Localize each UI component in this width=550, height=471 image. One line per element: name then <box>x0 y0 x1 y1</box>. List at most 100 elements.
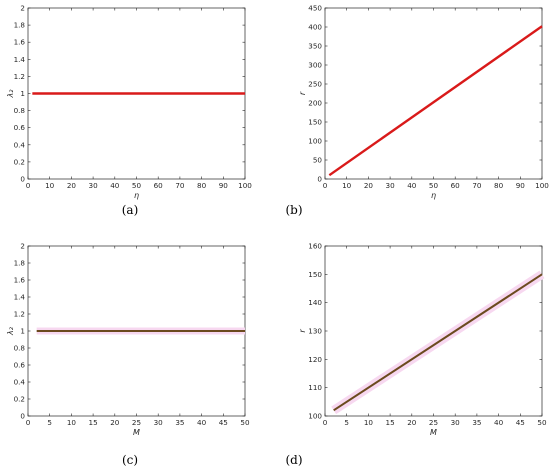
plot-frame-b <box>324 7 543 180</box>
x-tick-label: 80 <box>197 181 207 190</box>
x-tick-label: 20 <box>110 418 120 427</box>
y-tick-label: 1.8 <box>14 21 26 30</box>
x-tick-label: 50 <box>132 181 142 190</box>
x-tick-label: 0 <box>26 418 31 427</box>
x-tick-label: 45 <box>516 418 525 427</box>
y-tick-label: 0 <box>20 412 25 421</box>
x-axis-label: M <box>430 428 437 437</box>
y-axis-label: λ₂ <box>6 89 15 99</box>
y-tick-label: 250 <box>308 80 322 89</box>
chart-panel-a: 0 10 20 30 40 50 60 70 80 90 100 0 0.2 0.4 0.6 0.8 1 1.2 1… <box>6 4 252 218</box>
x-tick-label: 35 <box>175 418 184 427</box>
y-tick-label: 110 <box>308 383 322 392</box>
y-tick-label: 0.6 <box>14 361 26 370</box>
y-tick-label: 0.4 <box>14 140 26 149</box>
y-tick-label: 0.2 <box>14 157 25 166</box>
y-tick-label: 1.4 <box>14 293 26 302</box>
y-tick-label: 2 <box>20 242 25 251</box>
chart-panel-c: 0 5 10 15 20 25 30 35 40 45 50 0 0.2 0.4 0.6 0.8 1 1.2 1.4… <box>6 242 250 468</box>
y-tick-label: 0.8 <box>14 106 26 115</box>
x-tick-label: 30 <box>89 181 99 190</box>
y-tick-label: 1.2 <box>14 310 25 319</box>
panel-caption-a: (a) <box>122 203 139 217</box>
x-tick-label: 50 <box>429 181 439 190</box>
x-tick-label: 10 <box>364 418 374 427</box>
x-axis-label: M <box>133 428 140 437</box>
x-tick-label: 40 <box>110 181 120 190</box>
x-tick-label: 90 <box>516 181 526 190</box>
panel-caption-b: (b) <box>285 203 302 217</box>
y-tick-label: 0.8 <box>14 344 26 353</box>
y-tick-label: 100 <box>308 412 322 421</box>
x-tick-label: 50 <box>537 418 547 427</box>
x-tick-label: 90 <box>219 181 229 190</box>
x-tick-label: 10 <box>45 181 55 190</box>
x-tick-label: 50 <box>240 418 250 427</box>
x-axis-label: η <box>431 191 436 200</box>
x-tick-label: 40 <box>197 418 207 427</box>
x-tick-label: 0 <box>323 418 328 427</box>
y-tick-label: 1.8 <box>14 259 26 268</box>
y-tick-label: 100 <box>308 137 322 146</box>
series-line-b-0 <box>328 25 543 177</box>
x-tick-label: 0 <box>26 181 31 190</box>
chart-panel-d: 0 5 10 15 20 25 30 35 40 45 50 100 110 120 130 140 150 16… <box>285 242 547 468</box>
x-tick-label: 5 <box>47 418 52 427</box>
x-tick-label: 0 <box>323 181 328 190</box>
x-tick-label: 10 <box>67 418 77 427</box>
y-tick-label: 0.4 <box>14 378 26 387</box>
y-tick-label: 50 <box>313 156 323 165</box>
x-tick-label: 30 <box>386 181 396 190</box>
y-tick-label: 1.6 <box>14 38 26 47</box>
y-tick-label: 130 <box>308 327 322 336</box>
x-tick-label: 40 <box>494 418 504 427</box>
x-tick-label: 60 <box>451 181 461 190</box>
y-tick-label: 1 <box>20 89 25 98</box>
x-tick-label: 20 <box>67 181 77 190</box>
x-tick-label: 70 <box>175 181 185 190</box>
y-tick-label: 350 <box>308 42 322 51</box>
y-axis-label: r <box>298 329 307 333</box>
x-tick-label: 25 <box>132 418 141 427</box>
x-axis-label: η <box>134 191 139 200</box>
y-tick-label: 0 <box>317 175 322 184</box>
panel-caption-c: (c) <box>122 453 138 467</box>
x-tick-label: 5 <box>344 418 349 427</box>
x-tick-label: 45 <box>219 418 228 427</box>
y-tick-label: 0 <box>20 175 25 184</box>
y-tick-label: 140 <box>308 298 322 307</box>
y-tick-label: 1.4 <box>14 55 26 64</box>
x-tick-label: 15 <box>89 418 98 427</box>
y-tick-label: 450 <box>308 4 322 13</box>
chart-panel-b: 0 10 20 30 40 50 60 70 80 90 100 0 50 100 150 200 250 300… <box>285 4 549 218</box>
x-tick-label: 25 <box>429 418 438 427</box>
y-tick-label: 1 <box>20 327 25 336</box>
y-tick-label: 400 <box>308 23 322 32</box>
y-tick-label: 0.6 <box>14 123 26 132</box>
y-tick-label: 120 <box>308 355 322 364</box>
y-tick-label: 150 <box>308 118 322 127</box>
y-tick-label: 0.2 <box>14 395 25 404</box>
x-tick-label: 100 <box>535 181 549 190</box>
y-axis-label: λ₂ <box>6 326 15 336</box>
y-tick-label: 160 <box>308 242 322 251</box>
x-tick-label: 80 <box>494 181 504 190</box>
y-tick-label: 300 <box>308 61 322 70</box>
panel-caption-d: (d) <box>285 453 302 467</box>
series-line-d-1 <box>333 273 543 412</box>
x-tick-label: 35 <box>472 418 481 427</box>
x-tick-label: 40 <box>407 181 417 190</box>
x-tick-label: 60 <box>154 181 164 190</box>
y-tick-label: 150 <box>308 270 322 279</box>
y-tick-label: 1.6 <box>14 276 26 285</box>
y-tick-label: 2 <box>20 4 25 13</box>
x-tick-label: 70 <box>472 181 482 190</box>
x-tick-label: 100 <box>238 181 252 190</box>
x-tick-label: 10 <box>342 181 352 190</box>
x-tick-label: 30 <box>451 418 461 427</box>
y-tick-label: 1.2 <box>14 72 25 81</box>
y-axis-label: r <box>298 91 307 95</box>
y-tick-label: 200 <box>308 99 322 108</box>
x-tick-label: 20 <box>364 181 374 190</box>
